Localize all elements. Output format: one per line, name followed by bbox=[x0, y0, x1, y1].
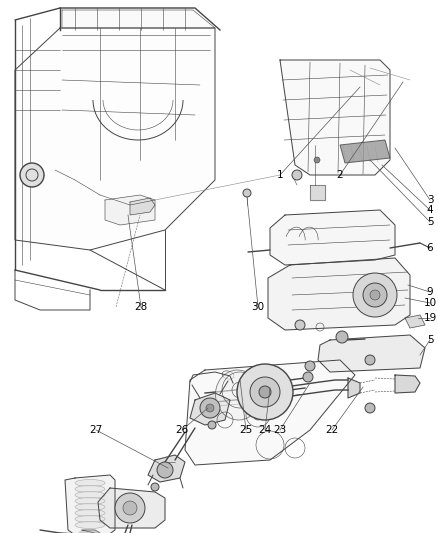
Circle shape bbox=[208, 421, 216, 429]
Circle shape bbox=[314, 157, 320, 163]
Text: 9: 9 bbox=[427, 287, 433, 297]
Text: 28: 28 bbox=[134, 302, 148, 312]
Ellipse shape bbox=[215, 370, 261, 420]
Circle shape bbox=[292, 170, 302, 180]
Polygon shape bbox=[318, 335, 425, 372]
Circle shape bbox=[157, 462, 173, 478]
Text: 27: 27 bbox=[89, 425, 102, 435]
Circle shape bbox=[115, 493, 145, 523]
Polygon shape bbox=[78, 530, 100, 533]
Ellipse shape bbox=[75, 504, 105, 511]
Circle shape bbox=[243, 189, 251, 197]
Polygon shape bbox=[268, 258, 410, 330]
Text: 24: 24 bbox=[258, 425, 272, 435]
Circle shape bbox=[303, 372, 313, 382]
Polygon shape bbox=[15, 28, 215, 250]
Text: 26: 26 bbox=[175, 425, 189, 435]
Circle shape bbox=[336, 331, 348, 343]
Polygon shape bbox=[148, 455, 185, 482]
Text: 25: 25 bbox=[240, 425, 253, 435]
Polygon shape bbox=[190, 393, 230, 425]
Text: 4: 4 bbox=[427, 205, 433, 215]
Polygon shape bbox=[405, 315, 425, 328]
Polygon shape bbox=[395, 375, 420, 393]
Circle shape bbox=[370, 290, 380, 300]
Text: 30: 30 bbox=[251, 302, 265, 312]
Ellipse shape bbox=[75, 510, 105, 516]
Circle shape bbox=[305, 361, 315, 371]
Circle shape bbox=[123, 501, 137, 515]
Ellipse shape bbox=[75, 480, 105, 487]
Circle shape bbox=[365, 355, 375, 365]
Text: 6: 6 bbox=[427, 243, 433, 253]
Polygon shape bbox=[62, 10, 215, 28]
Text: 1: 1 bbox=[277, 170, 283, 180]
Polygon shape bbox=[105, 195, 155, 225]
Ellipse shape bbox=[75, 491, 105, 498]
Circle shape bbox=[206, 404, 214, 412]
Polygon shape bbox=[270, 210, 395, 265]
Text: 23: 23 bbox=[273, 425, 286, 435]
Circle shape bbox=[250, 377, 280, 407]
Ellipse shape bbox=[75, 497, 105, 505]
Circle shape bbox=[295, 320, 305, 330]
Circle shape bbox=[363, 283, 387, 307]
Circle shape bbox=[259, 386, 271, 398]
Text: 3: 3 bbox=[427, 195, 433, 205]
Circle shape bbox=[151, 483, 159, 491]
Polygon shape bbox=[98, 488, 165, 528]
Polygon shape bbox=[185, 360, 355, 465]
Circle shape bbox=[365, 403, 375, 413]
Circle shape bbox=[353, 273, 397, 317]
Ellipse shape bbox=[75, 521, 105, 529]
Polygon shape bbox=[340, 140, 390, 163]
Text: 5: 5 bbox=[427, 335, 433, 345]
Polygon shape bbox=[65, 475, 115, 533]
Ellipse shape bbox=[75, 515, 105, 522]
Circle shape bbox=[20, 163, 44, 187]
Polygon shape bbox=[280, 60, 390, 175]
Circle shape bbox=[200, 398, 220, 418]
Text: 19: 19 bbox=[424, 313, 437, 323]
Polygon shape bbox=[348, 378, 360, 398]
Text: 10: 10 bbox=[424, 298, 437, 308]
Circle shape bbox=[237, 364, 293, 420]
Ellipse shape bbox=[75, 486, 105, 492]
Polygon shape bbox=[310, 185, 325, 200]
Text: 5: 5 bbox=[427, 217, 433, 227]
Polygon shape bbox=[130, 198, 155, 215]
Text: 2: 2 bbox=[337, 170, 343, 180]
Text: 22: 22 bbox=[325, 425, 339, 435]
